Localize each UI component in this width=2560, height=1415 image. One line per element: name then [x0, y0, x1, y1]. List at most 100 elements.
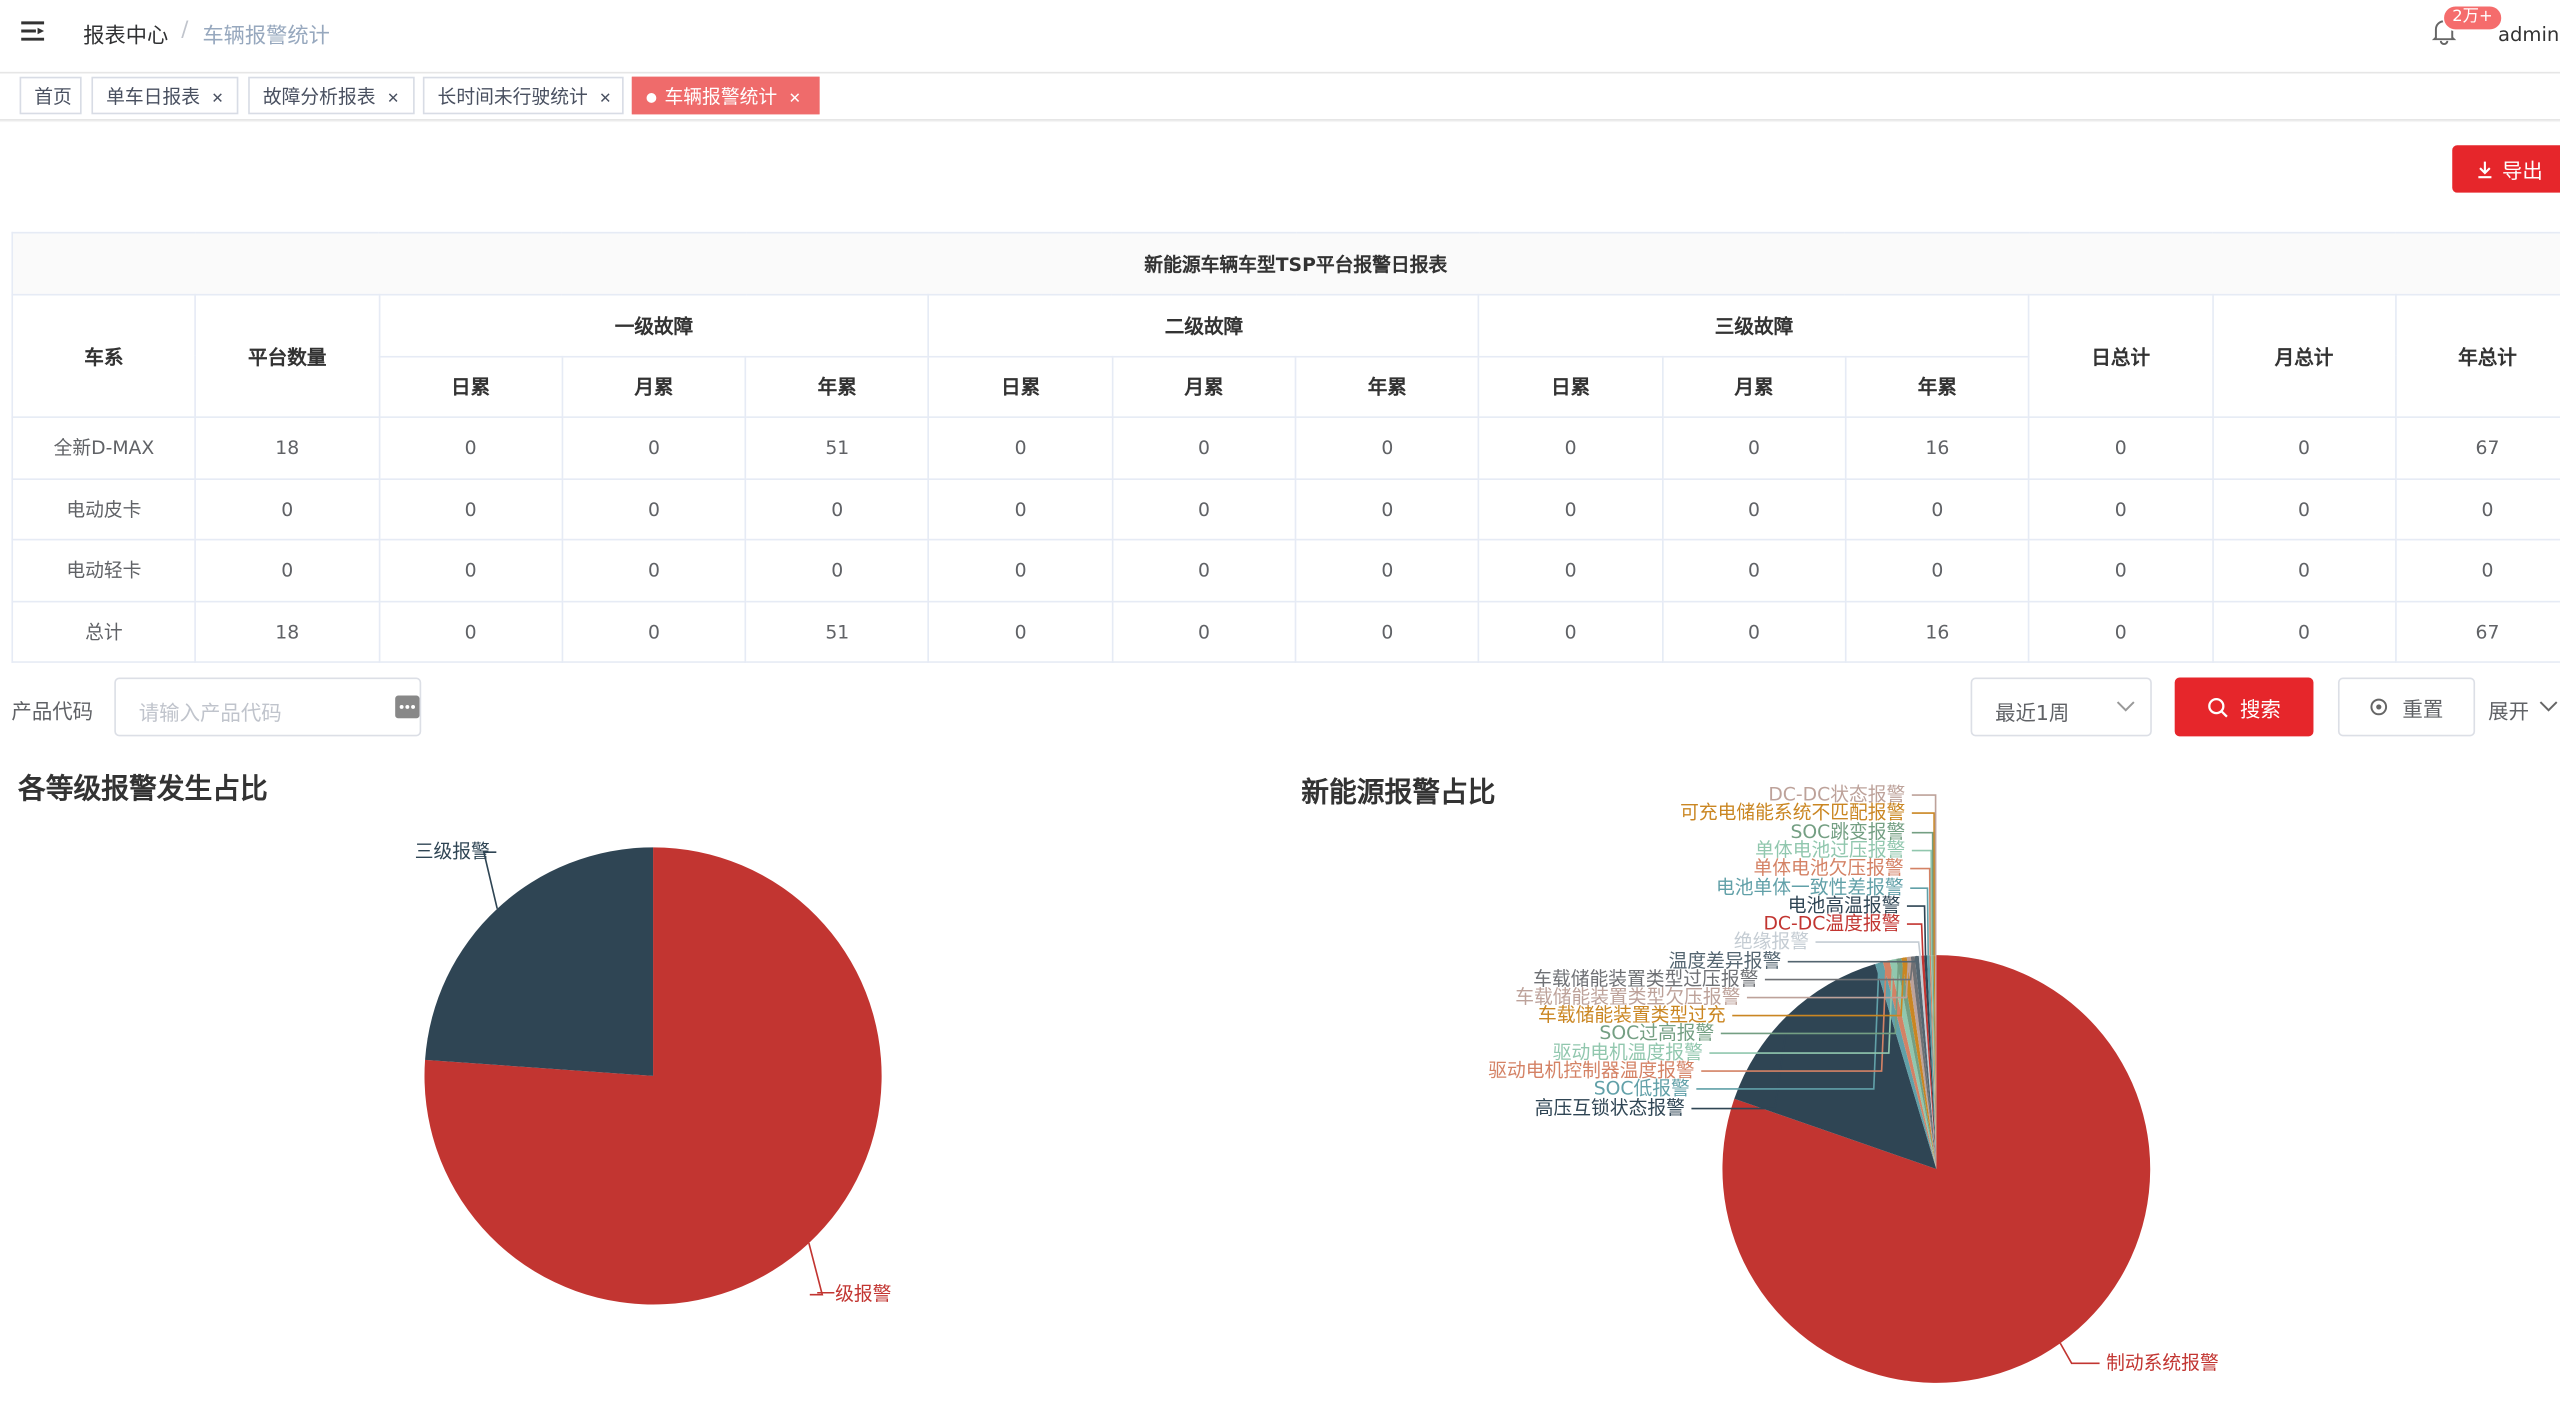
table-cell: 0	[2028, 600, 2214, 663]
tab[interactable]: 单车日报表 ✕	[91, 76, 239, 115]
slice-label: 制动系统报警	[2106, 1352, 2219, 1374]
table-cell: 0	[2394, 538, 2560, 602]
table-cell: 0	[561, 600, 747, 663]
table-row: 电动轻卡 0 0 0 0 0 0 0 0 0 0 0 0 0	[11, 538, 2560, 602]
table-cell: 0	[378, 538, 564, 602]
subheader-cell: 日累	[1478, 355, 1664, 418]
tab-close[interactable]: ✕	[788, 91, 801, 108]
label-line	[1764, 956, 1914, 981]
slice-label: SOC低报警	[1594, 1077, 1690, 1099]
slice-label: 单体电池过压报警	[1755, 839, 1905, 861]
search-button[interactable]: 搜索	[2174, 677, 2314, 737]
tab-close[interactable]: ✕	[599, 91, 612, 108]
user-name[interactable]: admin	[2497, 22, 2560, 46]
table-cell: 0	[1111, 477, 1297, 541]
header-cell: 车系	[11, 293, 197, 418]
label-line	[1911, 849, 1933, 956]
label-line	[1906, 923, 1924, 956]
search-icon	[2208, 697, 2228, 717]
breadcrumb-item: 车辆报警统计	[202, 24, 330, 49]
tab[interactable]: 首页	[19, 76, 82, 115]
slice-label: 驱动电机温度报警	[1553, 1042, 1703, 1064]
pie-slice	[1934, 955, 1937, 1169]
slice-label: DC-DC状态报警	[1768, 784, 1905, 806]
slice-label: 温度差异报警	[1669, 950, 1782, 972]
slice-label: 车载储能装置类型过压报警	[1533, 968, 1758, 990]
breadcrumb-separator: /	[181, 17, 189, 43]
tab[interactable]: 车辆报警统计 ✕	[631, 76, 820, 115]
table-cell: 0	[378, 600, 564, 663]
period-select[interactable]: 最近1周	[1970, 677, 2152, 737]
table-cell: 0	[1111, 538, 1297, 602]
table-cell: 51	[744, 600, 930, 663]
table-cell: 18	[194, 600, 380, 663]
subheader-cell: 年累	[1844, 355, 2030, 418]
table-cell: 0	[1478, 477, 1664, 541]
subheader-cell: 月累	[1111, 355, 1297, 418]
expand-arrow	[2539, 701, 2558, 712]
label-line	[1696, 962, 1880, 1090]
table-cell: 0	[2028, 477, 2214, 541]
field-label: 产品代码	[11, 698, 94, 724]
slice-label: 驱动电机控制器温度报警	[1488, 1060, 1695, 1082]
tab[interactable]: 长时间未行驶统计 ✕	[422, 76, 624, 115]
pie-slice	[1901, 957, 1937, 1169]
breadcrumb-item[interactable]: 报表中心	[83, 24, 169, 49]
table-cell: 0	[1111, 600, 1297, 663]
slice-label: 单体电池欠压报警	[1754, 857, 1904, 879]
table-cell: 16	[1844, 600, 2030, 663]
notification-badge: 2万+	[2442, 4, 2503, 32]
download-icon	[2479, 160, 2493, 178]
slice-label: 车载储能装置类型欠压报警	[1515, 986, 1740, 1008]
pie-slice	[1930, 955, 1937, 1169]
label-line	[1709, 959, 1894, 1054]
menu-icon[interactable]	[20, 18, 49, 44]
slice-label: 高压互锁状态报警	[1535, 1097, 1685, 1119]
table-cell: 电动皮卡	[11, 477, 197, 541]
pie-slice	[1914, 955, 1937, 1169]
table-cell: 0	[928, 477, 1114, 541]
header-cell: 日总计	[2028, 293, 2214, 418]
pie-slice	[1933, 955, 1937, 1169]
tab-close[interactable]: ✕	[211, 91, 224, 108]
label-line	[1911, 794, 1937, 956]
pie-slice	[1932, 955, 1937, 1169]
label-line	[1910, 887, 1930, 956]
active-dot	[646, 92, 657, 103]
pie-slice	[1926, 955, 1937, 1169]
table-cell: 0	[194, 477, 380, 541]
table-cell: 0	[928, 538, 1114, 602]
input-icon[interactable]	[395, 695, 420, 719]
tab[interactable]: 故障分析报表 ✕	[248, 76, 415, 115]
label-line	[1787, 955, 1918, 963]
label-line	[1720, 958, 1900, 1035]
expand-toggle[interactable]: 展开	[2488, 698, 2530, 724]
tab-close[interactable]: ✕	[386, 91, 400, 108]
table-cell: 0	[2394, 477, 2560, 541]
subheader-cell: 年累	[744, 355, 930, 418]
slice-label: DC-DC温度报警	[1763, 913, 1900, 935]
table-cell: 0	[561, 416, 747, 480]
label-line	[808, 1242, 824, 1296]
pie-slice	[1722, 955, 2151, 1383]
tab-shadow	[0, 119, 2560, 123]
subheader-cell: 月累	[1661, 355, 1847, 418]
slice-label: 电池单体一致性差报警	[1716, 877, 1904, 899]
pie-slice	[1918, 955, 1937, 1169]
table-cell: 51	[744, 416, 930, 480]
table-cell: 0	[1661, 600, 1847, 663]
table-cell: 0	[561, 477, 747, 541]
select-arrow	[2116, 701, 2135, 712]
reset-button[interactable]: 重置	[2337, 677, 2476, 737]
slice-label: SOC跳变报警	[1790, 821, 1905, 843]
chart-title: 各等级报警发生占比	[17, 772, 268, 805]
header-cell: 月总计	[2211, 293, 2397, 418]
label-line	[1910, 867, 1932, 956]
reset-label: 重置	[2402, 696, 2444, 721]
tab-label: 首页	[34, 84, 72, 108]
report-table: 新能源车辆车型TSP平台报警日报表 车系 平台数量 一级故障 二级故障 三级故障 日总计 月总…	[11, 231, 2560, 663]
header-row: 车系 平台数量 一级故障 二级故障 三级故障 日总计 月总计 年总计	[11, 293, 2560, 418]
product-code-input[interactable]: 请输入产品代码	[114, 677, 422, 737]
export-button[interactable]: 导出	[2452, 145, 2560, 193]
